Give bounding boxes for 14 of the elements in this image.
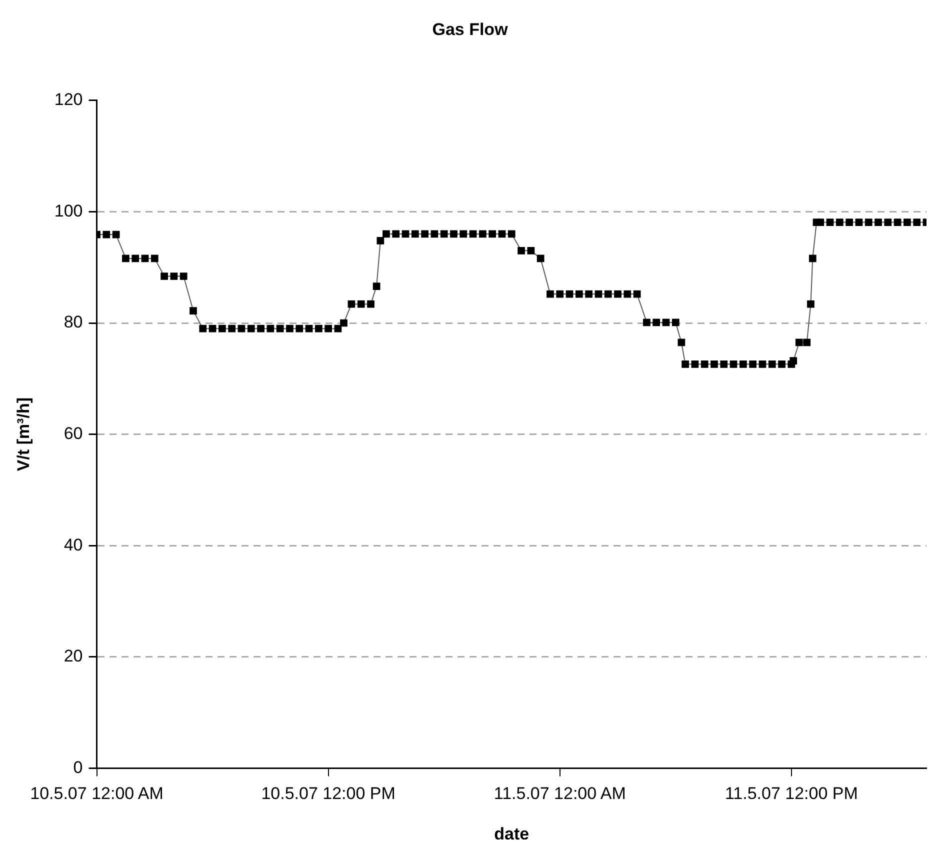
y-tick-label: 60 [64, 424, 83, 443]
x-tick-label: 10.5.07 12:00 PM [261, 784, 396, 804]
y-axis-title: V/t [m³/h] [14, 397, 33, 472]
x-tick-label: 10.5.07 12:00 AM [30, 784, 164, 804]
y-tick-label: 120 [54, 90, 83, 110]
x-axis-title: date [494, 824, 530, 844]
y-tick-label: 20 [64, 646, 83, 666]
chart-title: Gas Flow [432, 20, 509, 39]
x-tick-label: 11.5.07 12:00 PM [724, 784, 858, 804]
y-tick-label: 0 [73, 758, 83, 777]
y-tick-label: 80 [64, 312, 83, 332]
y-tick-label: 100 [54, 201, 83, 220]
y-tick-label: 40 [64, 535, 83, 554]
x-tick-label: 11.5.07 12:00 AM [494, 784, 626, 804]
